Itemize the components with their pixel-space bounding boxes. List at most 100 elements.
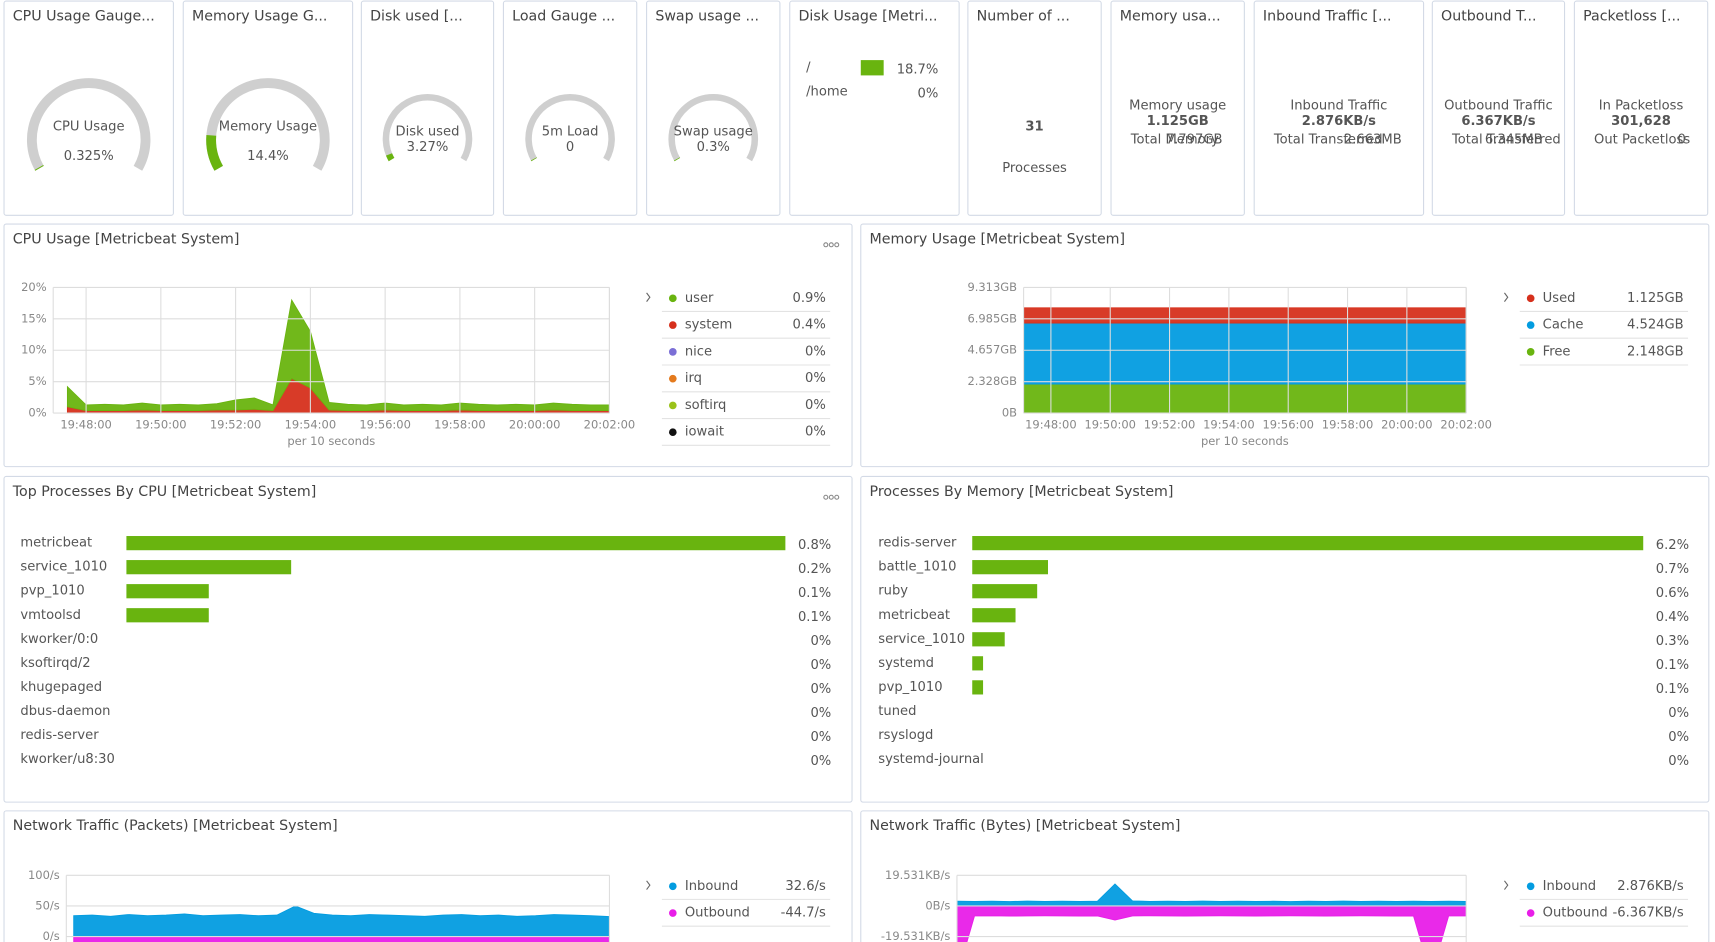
x-tick-label: 19:54:00 (285, 418, 337, 432)
bar-value-label: 0% (810, 706, 831, 721)
legend-toggle (1504, 292, 1509, 302)
panel (1573, 0, 1709, 216)
info-main: 6.367KB/s (1461, 114, 1535, 129)
bar-label: pvp_1010 (20, 584, 84, 599)
panel-title: CPU Usage Gauge... (13, 8, 155, 24)
x-tick-label: 19:58:00 (1322, 418, 1374, 432)
legend-swatch (1526, 909, 1535, 917)
panel (1253, 0, 1425, 216)
legend-swatch (668, 348, 677, 356)
y-tick-label: 5% (28, 374, 46, 388)
legend-value: -44.7/s (781, 906, 826, 921)
bar-value-label: 0% (810, 634, 831, 649)
bar-label: systemd (878, 656, 934, 671)
gauge-value-label: 3.27% (407, 140, 449, 155)
y-tick-label: 2.328GB (967, 374, 1017, 388)
legend-label: system (685, 318, 732, 333)
panel (967, 0, 1102, 216)
legend-value: 0% (805, 425, 826, 440)
panel-title: Swap usage ... (655, 8, 759, 24)
bar-value-label: 0% (1668, 706, 1689, 721)
y-tick-label: 0B/s (925, 898, 950, 912)
info-sub-value: 7.797GB (1166, 132, 1223, 147)
panel (1431, 0, 1566, 216)
bar (972, 656, 984, 671)
y-tick-label: 4.657GB (967, 343, 1017, 357)
legend-swatch (668, 374, 677, 383)
x-tick-label: 19:58:00 (434, 418, 486, 432)
bar-label: ruby (878, 584, 908, 599)
legend-label: softirq (685, 398, 727, 413)
panel-title: Disk used [... (370, 8, 463, 24)
panel-title: Number of ... (977, 8, 1070, 24)
y-tick-label: -19.531KB/s (881, 929, 951, 942)
legend-label: iowait (685, 425, 724, 440)
legend-label: irq (685, 371, 702, 386)
bar (972, 608, 1016, 623)
gauge-track (382, 94, 473, 162)
legend-value: 0.4% (792, 318, 825, 333)
legend-label: nice (685, 344, 712, 359)
area (1023, 322, 1467, 385)
legend-label: Inbound (685, 879, 738, 894)
panel (3, 475, 853, 803)
legend-value: -6.367KB/s (1613, 906, 1684, 921)
disk-value: 18.7% (897, 62, 939, 77)
x-tick-label: 19:48:00 (1025, 418, 1077, 432)
bar-value-label: 0% (810, 658, 831, 673)
bar-value-label: 0.6% (1656, 586, 1689, 601)
gauge-label: Disk used (396, 125, 460, 140)
gauge-label: CPU Usage (53, 119, 125, 134)
gauge-label: Memory Usage (219, 119, 317, 134)
legend-value: 4.524GB (1627, 318, 1684, 333)
bar-label: service_1010 (878, 632, 965, 647)
bar-value-label: 0% (810, 754, 831, 769)
bar-label: metricbeat (878, 608, 950, 623)
y-tick-label: 9.313GB (967, 280, 1017, 294)
area (73, 936, 610, 942)
gauge-value-label: 0.325% (64, 149, 114, 164)
bar (972, 680, 984, 695)
gauge-track (206, 78, 330, 171)
info-main: 2.876KB/s (1302, 114, 1376, 129)
gauge-track (26, 78, 151, 171)
panel-title: Network Traffic (Packets) [Metricbeat Sy… (13, 818, 338, 834)
panel-title: Memory usa... (1120, 8, 1221, 24)
legend-toggle (1504, 880, 1509, 890)
x-tick-label: 19:50:00 (135, 418, 187, 432)
bar (126, 560, 292, 575)
panel (789, 0, 960, 216)
y-tick-label: 15% (21, 311, 47, 325)
panel (3, 810, 853, 942)
menu-dot (828, 242, 834, 248)
legend-swatch (668, 428, 677, 437)
bar-label: pvp_1010 (878, 680, 942, 695)
panel (502, 0, 638, 216)
legend-toggle (646, 880, 651, 890)
legend-label: Inbound (1543, 879, 1596, 894)
x-tick-label: 20:00:00 (509, 418, 561, 432)
panel-title: Top Processes By CPU [Metricbeat System] (12, 484, 316, 500)
y-tick-label: 0B (1002, 406, 1017, 420)
bar (972, 584, 1038, 599)
x-axis-label: per 10 seconds (1201, 434, 1289, 448)
bar (126, 536, 786, 551)
bar-label: khugepaged (20, 680, 102, 695)
gauge-value (206, 134, 224, 171)
legend-value: 0.9% (792, 291, 825, 306)
metric-value: 31 (1025, 119, 1043, 134)
bar-value-label: 0% (1668, 754, 1689, 769)
bar-label: kworker/0:0 (20, 632, 98, 647)
legend-label: Free (1543, 344, 1571, 359)
menu-dot (823, 242, 829, 248)
bar-value-label: 0.1% (798, 586, 831, 601)
legend-swatch (668, 321, 677, 329)
legend-swatch (1526, 882, 1535, 891)
legend-swatch (668, 401, 677, 410)
panel-title: Packetloss [... (1583, 8, 1680, 24)
bar-value-label: 0.2% (798, 562, 831, 577)
legend-value: 2.148GB (1627, 344, 1684, 359)
panel-title: Memory Usage G... (192, 8, 327, 24)
bar-value-label: 0% (810, 730, 831, 745)
bar-label: redis-server (20, 728, 99, 743)
